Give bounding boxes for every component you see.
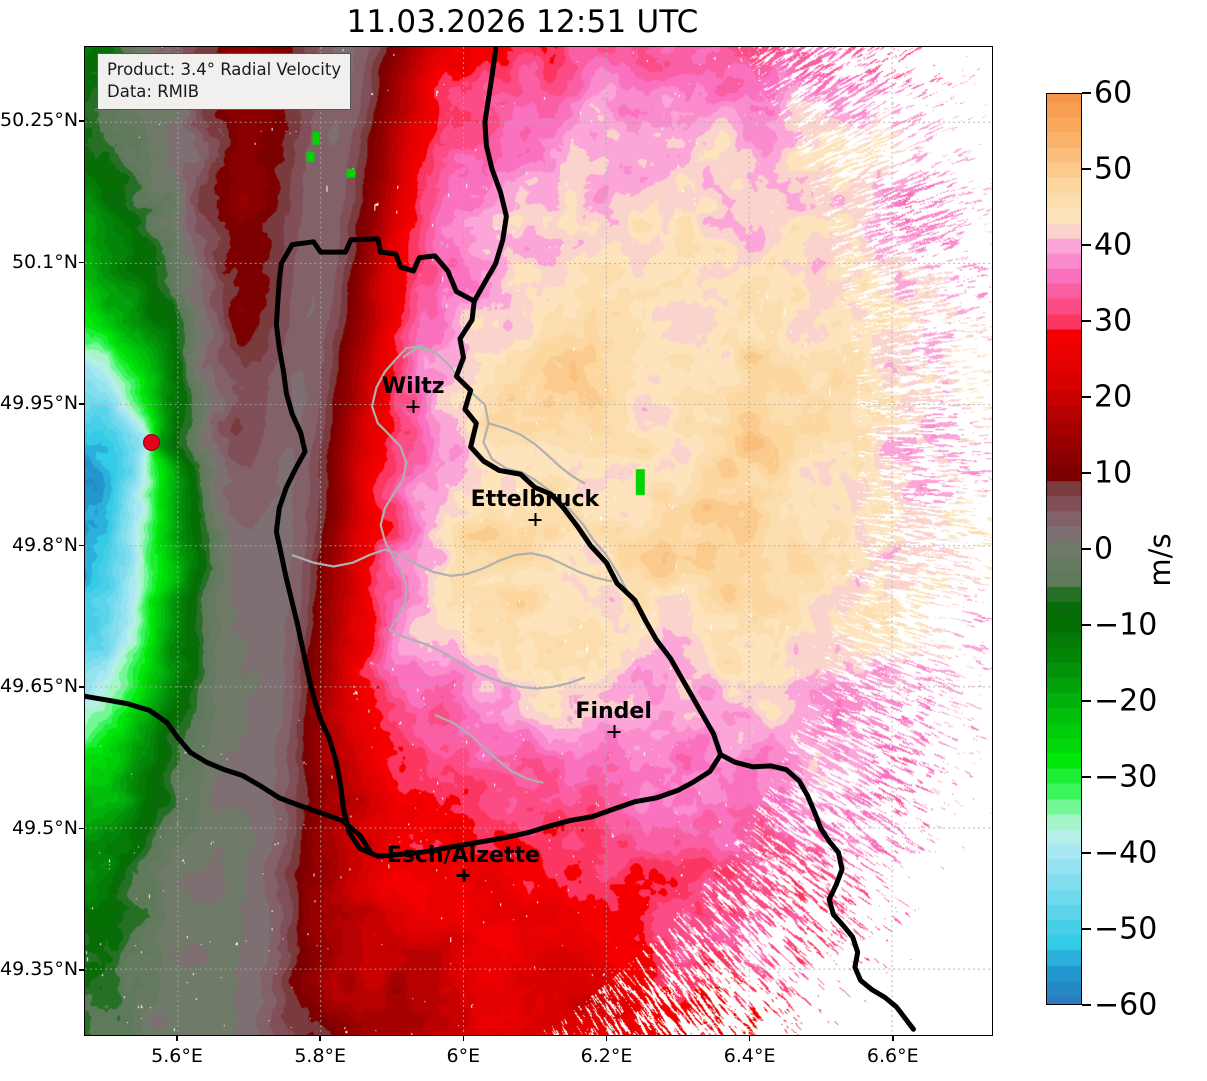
data-source-label: Data: RMIB <box>107 81 200 101</box>
colorbar-axis-label: m/s <box>1143 533 1177 587</box>
y-axis-tick-label: 49.8°N <box>11 533 78 556</box>
colorbar-tick <box>1082 168 1091 170</box>
x-axis-tick-label: 5.6°E <box>151 1045 203 1067</box>
colorbar-tick-label: −10 <box>1094 607 1158 643</box>
colorbar-tick <box>1082 852 1091 854</box>
colorbar-tick-label: 20 <box>1094 379 1133 415</box>
admin-boundaries <box>291 345 636 784</box>
colorbar-tick-label: 50 <box>1094 151 1133 187</box>
y-axis-tick-label: 50.1°N <box>11 250 78 273</box>
colorbar-tick <box>1082 244 1091 246</box>
radar-plot-panel[interactable] <box>84 46 993 1036</box>
x-axis-tick <box>176 1036 178 1041</box>
y-axis-tick-label: 50.25°N <box>0 109 79 132</box>
colorbar-tick <box>1082 548 1091 550</box>
colorbar-tick-label: −40 <box>1094 835 1158 871</box>
colorbar-tick-label: −30 <box>1094 759 1158 795</box>
x-axis-tick <box>605 1036 608 1041</box>
colorbar-tick-label: 0 <box>1094 531 1114 567</box>
colorbar-tick <box>1082 776 1091 778</box>
y-axis-tick <box>79 261 84 264</box>
x-axis-tick-label: 6°E <box>446 1045 481 1067</box>
x-axis-tick-label: 6.2°E <box>580 1045 633 1067</box>
y-axis-tick <box>79 120 84 123</box>
x-axis-tick <box>462 1036 465 1041</box>
y-axis-tick-label: 49.5°N <box>11 816 78 839</box>
x-axis-tick <box>891 1036 894 1041</box>
x-axis-tick-label: 6.4°E <box>723 1045 776 1067</box>
x-axis-tick <box>319 1036 321 1041</box>
colorbar-tick <box>1082 320 1091 322</box>
colorbar-tick-label: −20 <box>1094 683 1158 719</box>
y-axis-tick <box>79 544 84 547</box>
x-axis-tick-label: 6.6°E <box>866 1045 919 1067</box>
colorbar-tick-label: 10 <box>1094 455 1133 491</box>
colorbar-gradient <box>1046 93 1082 1005</box>
colorbar-tick <box>1082 1004 1091 1006</box>
map-overlay-layer <box>85 47 992 1035</box>
colorbar[interactable] <box>1046 93 1082 1005</box>
gridlines <box>85 47 992 1035</box>
colorbar-tick <box>1082 396 1091 398</box>
y-axis-tick <box>79 403 84 405</box>
y-axis-tick-label: 49.95°N <box>0 392 79 415</box>
colorbar-tick-label: 30 <box>1094 303 1133 339</box>
colorbar-tick <box>1082 472 1091 474</box>
colorbar-tick-label: −50 <box>1094 911 1158 947</box>
x-axis-tick-label: 5.8°E <box>294 1045 347 1067</box>
y-axis-tick <box>79 827 84 830</box>
colorbar-tick <box>1082 700 1091 702</box>
colorbar-tick-label: 40 <box>1094 227 1133 263</box>
radar-site-marker[interactable] <box>143 433 161 451</box>
product-info-box: Product: 3.4° Radial Velocity Data: RMIB <box>97 53 352 110</box>
product-label: Product: 3.4° Radial Velocity <box>107 60 342 79</box>
colorbar-tick <box>1082 624 1091 626</box>
colorbar-tick <box>1082 92 1091 94</box>
y-axis-tick-label: 49.35°N <box>0 958 79 980</box>
colorbar-tick-label: −60 <box>1094 987 1158 1023</box>
page-title: 11.03.2026 12:51 UTC <box>346 4 699 40</box>
country-borders <box>85 47 916 1032</box>
y-axis-tick <box>79 969 84 971</box>
colorbar-tick-label: 60 <box>1094 75 1133 111</box>
colorbar-tick <box>1082 928 1091 930</box>
y-axis-tick-label: 49.65°N <box>0 675 79 698</box>
y-axis-tick <box>79 686 84 688</box>
x-axis-tick <box>748 1036 751 1041</box>
